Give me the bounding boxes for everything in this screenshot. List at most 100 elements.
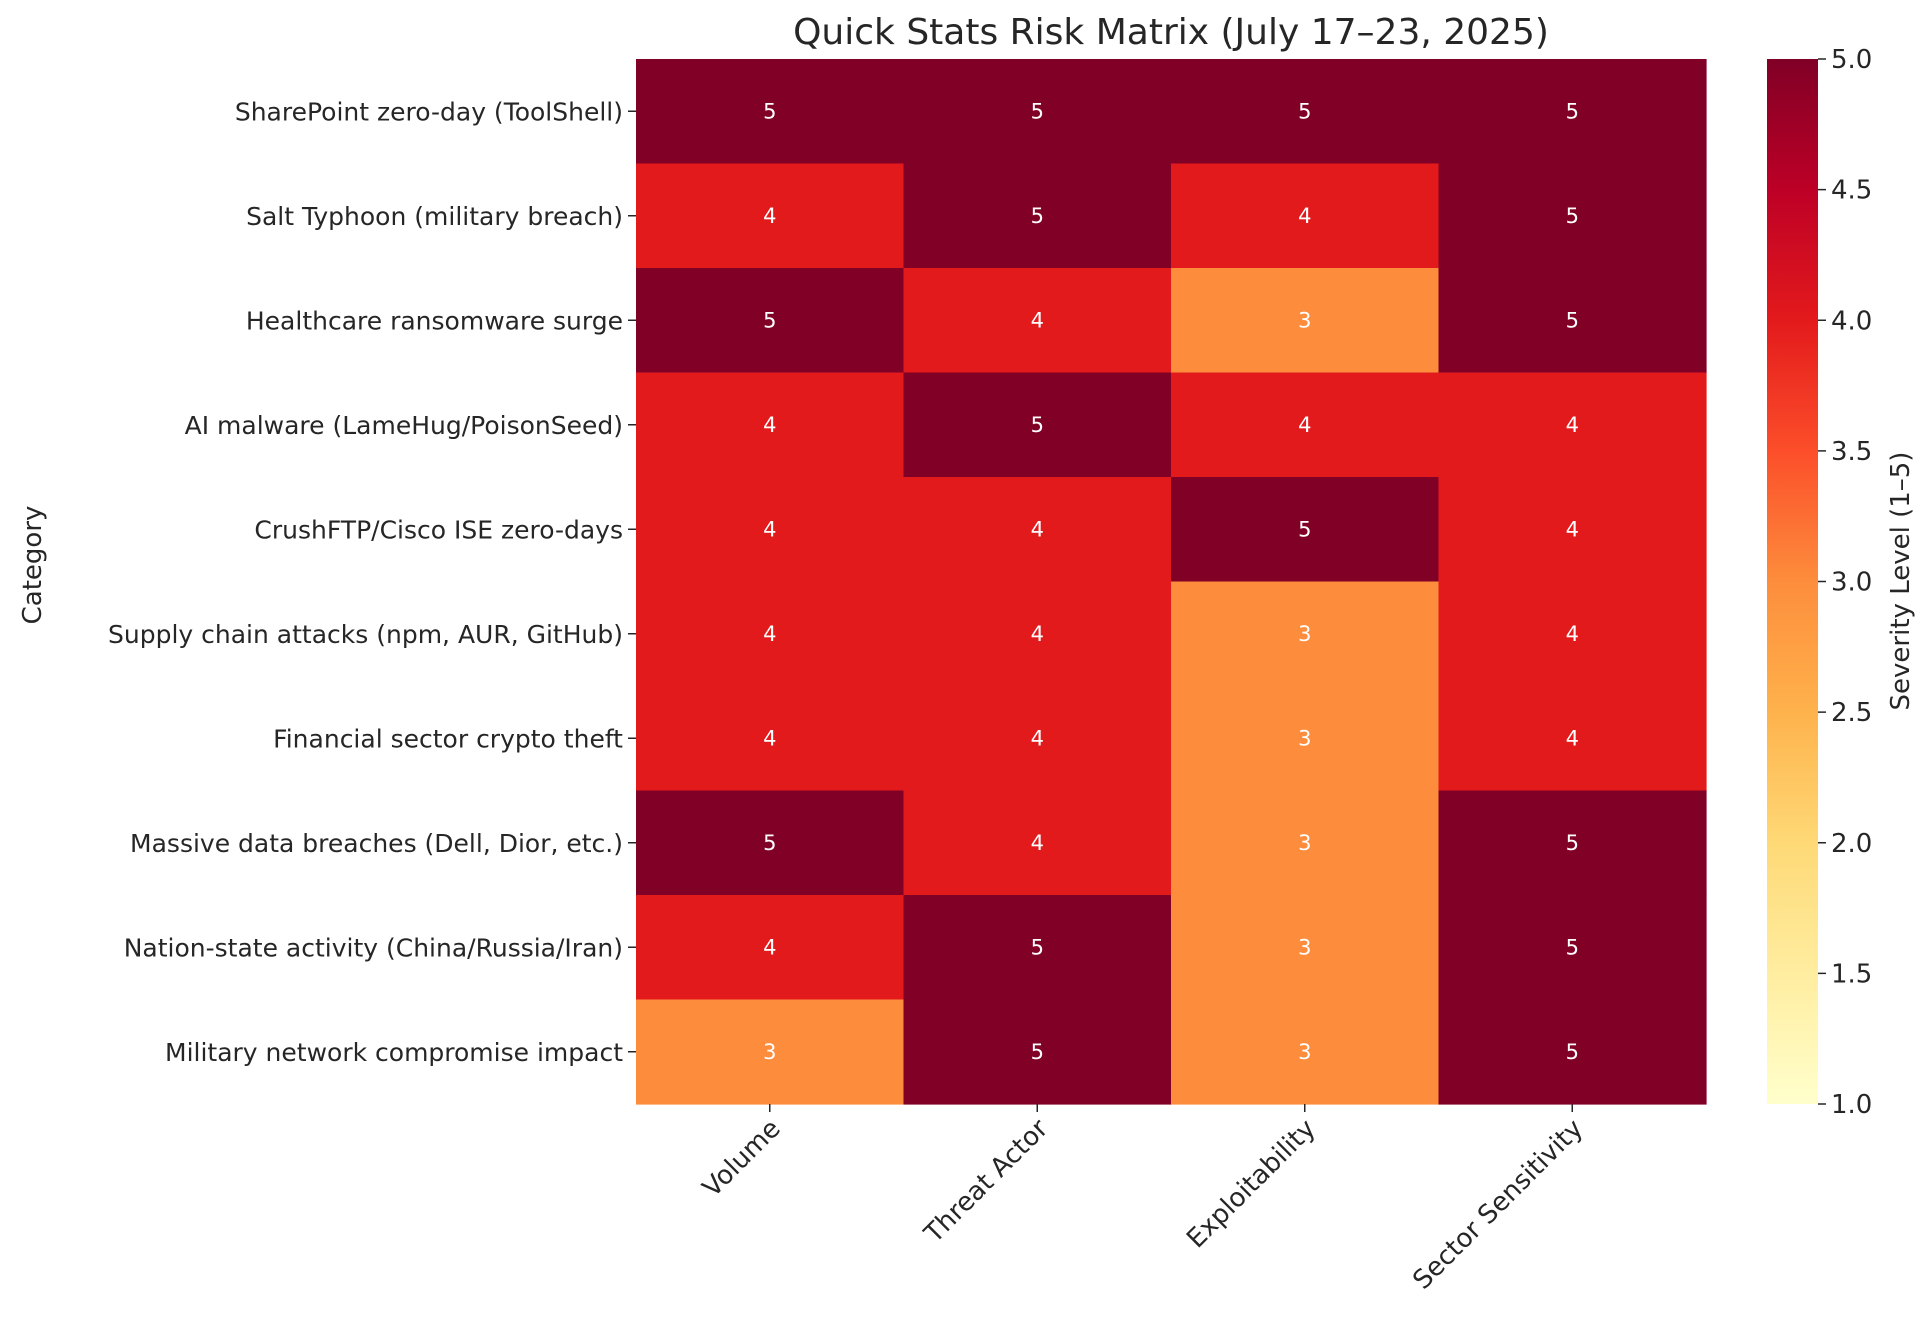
heatmap-cell <box>903 59 1172 165</box>
heatmap-cell <box>1171 790 1440 896</box>
cell-value-label: 5 <box>1031 1040 1044 1064</box>
cell-value-label: 3 <box>763 1040 776 1064</box>
cell-value-label: 4 <box>1031 622 1044 646</box>
cell-value-label: 5 <box>1031 204 1044 228</box>
cell-value-label: 3 <box>1298 726 1311 750</box>
heatmap-cell <box>1438 163 1707 269</box>
y-tick-label: SharePoint zero-day (ToolShell) <box>235 97 623 126</box>
cell-value-label: 4 <box>1298 204 1311 228</box>
heatmap-cell-labels: 5 5 5 5 4 5 4 5 5 4 3 5 4 5 4 4 4 4 5 4 4 4 3 4 4 4 3 4 5 4 3 5 4 5 3 5 3 5 3 5 <box>763 99 1579 1064</box>
cell-value-label: 4 <box>763 204 776 228</box>
heatmap-cell <box>1171 895 1440 1001</box>
heatmap-cell <box>1171 581 1440 687</box>
cell-value-label: 4 <box>1031 308 1044 332</box>
colorbar-tick-label: 2.0 <box>1831 829 1872 859</box>
cell-value-label: 5 <box>1298 517 1311 541</box>
heatmap-cell <box>1171 268 1440 374</box>
y-tick-label: Supply chain attacks (npm, AUR, GitHub) <box>108 620 623 649</box>
heatmap-cell <box>903 686 1172 792</box>
heatmap-cell <box>1438 372 1707 478</box>
heatmap-cell <box>636 790 905 896</box>
heatmap-cell <box>903 895 1172 1001</box>
y-tick-label: Military network compromise impact <box>165 1038 623 1067</box>
cell-value-label: 4 <box>763 413 776 437</box>
heatmap-cell <box>1438 477 1707 583</box>
cell-value-label: 5 <box>763 99 776 123</box>
cell-value-label: 3 <box>1298 831 1311 855</box>
colorbar-ticks: 1.0 1.5 2.0 2.5 3.0 3.5 4.0 4.5 5.0 <box>1818 45 1872 1120</box>
heatmap-cell <box>1171 999 1440 1105</box>
colorbar-tick-label: 1.5 <box>1831 959 1872 989</box>
heatmap-cell <box>1171 372 1440 478</box>
cell-value-label: 5 <box>763 308 776 332</box>
colorbar-tick-label: 1.0 <box>1831 1090 1872 1120</box>
y-tick-label: Healthcare ransomware surge <box>246 306 623 335</box>
cell-value-label: 4 <box>1031 726 1044 750</box>
cell-value-label: 5 <box>1031 413 1044 437</box>
heatmap-cell <box>1171 59 1440 165</box>
heatmap-cell <box>636 999 905 1105</box>
colorbar-label: Severity Level (1–5) <box>1886 452 1916 711</box>
colorbar-tick-label: 3.0 <box>1831 568 1872 598</box>
cell-value-label: 4 <box>1031 831 1044 855</box>
heatmap-cell <box>1438 581 1707 687</box>
heatmap-cell <box>1438 59 1707 165</box>
heatmap-cell <box>903 163 1172 269</box>
heatmap-cell <box>1438 268 1707 374</box>
heatmap-cells <box>636 59 1707 1105</box>
heatmap-cell <box>636 477 905 583</box>
heatmap-cell <box>636 163 905 269</box>
column-labels: Volume Threat Actor Exploitability Sector S… <box>697 1104 1589 1296</box>
heatmap-cell <box>1438 999 1707 1105</box>
x-tick-label: Sector Sensitivity <box>1407 1114 1589 1296</box>
heatmap-cell <box>1171 163 1440 269</box>
colorbar-tick-label: 4.0 <box>1831 306 1872 336</box>
heatmap-cell <box>636 581 905 687</box>
cell-value-label: 5 <box>1566 831 1579 855</box>
heatmap-cell <box>903 372 1172 478</box>
heatmap-cell <box>1438 790 1707 896</box>
cell-value-label: 5 <box>1566 308 1579 332</box>
heatmap-cell <box>903 268 1172 374</box>
cell-value-label: 4 <box>763 622 776 646</box>
x-tick-label: Volume <box>697 1114 787 1204</box>
cell-value-label: 5 <box>763 831 776 855</box>
colorbar-tick-label: 4.5 <box>1831 176 1872 206</box>
cell-value-label: 5 <box>1298 99 1311 123</box>
heatmap-cell <box>636 372 905 478</box>
chart-title: Quick Stats Risk Matrix (July 17–23, 202… <box>793 12 1549 53</box>
x-tick-label: Threat Actor <box>918 1114 1054 1250</box>
heatmap-cell <box>903 999 1172 1105</box>
colorbar <box>1767 59 1818 1104</box>
cell-value-label: 4 <box>763 726 776 750</box>
heatmap-cell <box>1438 686 1707 792</box>
y-tick-label: Financial sector crypto theft <box>273 724 623 753</box>
heatmap-cell <box>903 477 1172 583</box>
heatmap-cell <box>636 268 905 374</box>
cell-value-label: 4 <box>763 517 776 541</box>
cell-value-label: 4 <box>1566 622 1579 646</box>
x-tick-label: Exploitability <box>1181 1114 1321 1254</box>
y-tick-label: Massive data breaches (Dell, Dior, etc.) <box>130 829 623 858</box>
y-tick-label: AI malware (LameHug/PoisonSeed) <box>185 411 623 440</box>
colorbar-tick-label: 5.0 <box>1831 45 1872 75</box>
row-labels: SharePoint zero-day (ToolShell) Salt Typh… <box>108 97 636 1067</box>
cell-value-label: 5 <box>1566 99 1579 123</box>
cell-value-label: 4 <box>1566 517 1579 541</box>
cell-value-label: 5 <box>1566 204 1579 228</box>
heatmap-cell <box>636 686 905 792</box>
cell-value-label: 4 <box>1298 413 1311 437</box>
y-axis-label: Category <box>18 506 48 625</box>
cell-value-label: 5 <box>1566 1040 1579 1064</box>
heatmap-cell <box>636 59 905 165</box>
y-tick-label: Salt Typhoon (military breach) <box>246 202 623 231</box>
colorbar-tick-label: 3.5 <box>1831 437 1872 467</box>
heatmap-cell <box>636 895 905 1001</box>
cell-value-label: 4 <box>1031 517 1044 541</box>
cell-value-label: 4 <box>1566 726 1579 750</box>
heatmap-cell <box>1438 895 1707 1001</box>
cell-value-label: 3 <box>1298 1040 1311 1064</box>
cell-value-label: 5 <box>1566 935 1579 959</box>
